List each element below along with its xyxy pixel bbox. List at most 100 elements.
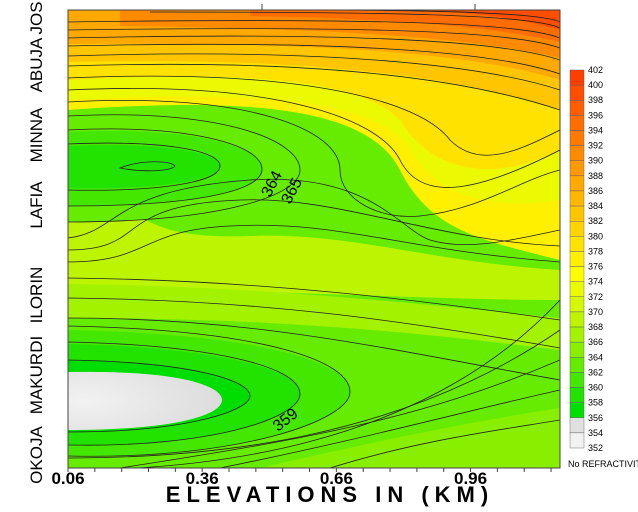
- colorbar-swatch: [569, 220, 585, 237]
- colorbar-label: 394: [588, 125, 603, 135]
- colorbar-swatch: [569, 417, 585, 434]
- colorbar-swatch: [569, 266, 585, 282]
- contour-line: [149, 11, 560, 29]
- colorbar-swatch: [569, 372, 585, 388]
- x-tick-label: 0.06: [51, 469, 84, 488]
- contour-band: [68, 284, 560, 350]
- colorbar-label: 358: [588, 398, 603, 408]
- colorbar-label: 400: [588, 80, 603, 90]
- colorbar-swatch: [569, 69, 585, 86]
- colorbar-swatch: [569, 190, 585, 207]
- x-tick-label: 0.66: [320, 469, 353, 488]
- colorbar-swatch: [569, 402, 585, 418]
- x-tick-label: 0.36: [186, 469, 219, 488]
- colorbar-label: 386: [588, 186, 603, 196]
- plot-frame: [67, 9, 561, 469]
- colorbar-swatch: [569, 326, 585, 343]
- colorbar-swatch: [569, 205, 585, 222]
- colorbar-swatch: [569, 281, 585, 297]
- colorbar-swatch: [569, 236, 585, 252]
- y-category-label: MAKURDI: [27, 336, 46, 414]
- contour-line: [68, 88, 560, 188]
- contour-line: [68, 224, 560, 263]
- contour-line: [68, 359, 251, 433]
- y-category-label: JOS: [27, 1, 46, 34]
- contour-line: [68, 142, 221, 191]
- colorbar-label: 360: [588, 383, 603, 393]
- colorbar-label: 366: [588, 337, 603, 347]
- contour-lines: [68, 10, 560, 468]
- colorbar-label: 368: [588, 322, 603, 332]
- contour-line: [68, 20, 560, 39]
- contour-line: [68, 35, 560, 61]
- contour-bands: [68, 10, 560, 468]
- colorbar-swatch: [569, 145, 585, 161]
- contour-line: [68, 28, 560, 49]
- colorbar-swatch: [569, 84, 585, 101]
- contour-band-minimum: [68, 371, 222, 430]
- contour-line: [329, 419, 560, 468]
- colorbar-label: 390: [588, 156, 603, 166]
- contour-line: [68, 277, 560, 321]
- x-axis-labels: 0.06 0.36 0.66 0.96: [51, 469, 487, 488]
- contour-line: [68, 114, 301, 223]
- colorbar-swatch: [569, 341, 585, 358]
- colorbar-label: 402: [588, 65, 603, 75]
- colorbar-label: 372: [588, 292, 603, 302]
- x-tick-label: 0.96: [454, 469, 487, 488]
- contour-band: [250, 10, 560, 42]
- colorbar-label: 388: [588, 171, 603, 181]
- colorbar-label: 378: [588, 246, 603, 256]
- contour-line: [68, 128, 263, 207]
- contour-line: [68, 341, 301, 446]
- y-category-label: LAFIA: [27, 181, 46, 229]
- colorbar-swatch: [569, 311, 585, 328]
- contour-band: [68, 145, 220, 189]
- colorbar-swatch: [569, 432, 585, 449]
- colorbar: 402 400 398 396 394 392 390 388 386 384 382 380 378 3…: [569, 65, 603, 453]
- contour-line: [68, 43, 560, 75]
- contour-line: [68, 178, 560, 246]
- contour-band: [260, 408, 560, 468]
- colorbar-swatch: [569, 115, 585, 131]
- colorbar-label: 354: [588, 428, 603, 438]
- contour-band: [68, 200, 560, 300]
- y-category-label: ILORIN: [27, 267, 46, 324]
- colorbar-swatch: [569, 130, 585, 146]
- contour-line: [119, 359, 560, 468]
- x-axis-title: ELEVATIONS IN (KM): [166, 482, 494, 507]
- colorbar-label: 398: [588, 95, 603, 105]
- colorbar-swatch: [569, 251, 585, 267]
- contour-line: [68, 99, 560, 217]
- colorbar-label: 384: [588, 201, 603, 211]
- y-category-label: ABUJA: [27, 37, 46, 92]
- colorbar-label: 380: [588, 231, 603, 241]
- colorbar-swatch: [569, 100, 585, 116]
- colorbar-swatch: [569, 160, 585, 177]
- contour-line: [68, 75, 560, 156]
- colorbar-label: 382: [588, 216, 603, 226]
- colorbar-swatch: [569, 175, 585, 192]
- colorbar-label: 362: [588, 367, 603, 377]
- colorbar-swatch: [569, 387, 585, 403]
- contour-line: [68, 199, 560, 251]
- colorbar-label: 352: [588, 443, 603, 453]
- contour-line: [219, 389, 560, 468]
- contour-band: [420, 10, 560, 30]
- x-tick-marks: [67, 468, 552, 472]
- colorbar-label: 356: [588, 413, 603, 423]
- colorbar-label: 396: [588, 110, 603, 120]
- y-category-label: OKOJA: [27, 426, 46, 484]
- contour-line: [68, 317, 560, 381]
- y-axis-labels: OKOJA MAKURDI ILORIN LAFIA MINNA ABUJA JOS: [27, 1, 46, 483]
- colorbar-label: 392: [588, 141, 603, 151]
- contour-line: [118, 161, 176, 172]
- contour-line: [68, 63, 560, 111]
- colorbar-swatch: [569, 357, 585, 373]
- contour-line: [68, 297, 560, 349]
- contour-line: [68, 325, 351, 457]
- plot-area: 364 365 359: [68, 10, 560, 468]
- colorbar-swatch: [569, 296, 585, 313]
- colorbar-title: No REFRACTIVITY: [568, 459, 638, 469]
